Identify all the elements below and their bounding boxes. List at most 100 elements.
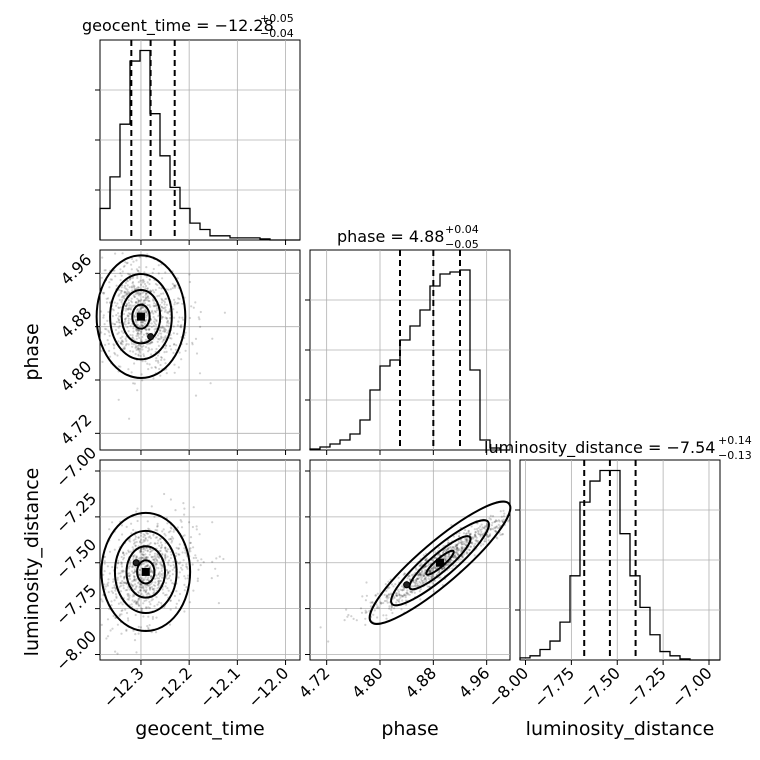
sample-point [199, 310, 202, 314]
sample-point [107, 329, 110, 332]
sample-point [462, 541, 465, 544]
sample-point [433, 579, 437, 582]
sample-point [100, 623, 103, 627]
sample-point [177, 301, 180, 305]
sample-point [369, 605, 372, 608]
sample-point [395, 594, 398, 598]
sample-point [154, 581, 157, 584]
sample-point [156, 529, 159, 532]
sample-point [170, 541, 173, 544]
sample-point [161, 340, 164, 343]
sample-point [156, 524, 159, 528]
sample-point [140, 607, 143, 610]
sample-point [127, 301, 130, 304]
sample-point [137, 632, 140, 635]
sample-point [154, 536, 157, 539]
sample-point [165, 344, 168, 347]
sample-point [360, 611, 364, 614]
sample-point [134, 565, 137, 569]
sample-point [128, 278, 131, 281]
sample-point [137, 602, 140, 606]
sample-point [383, 599, 386, 603]
sample-point [133, 594, 136, 598]
sample-point [457, 553, 460, 557]
ylabel-phase: phase [21, 323, 43, 380]
sample-point [173, 298, 176, 301]
sample-point [113, 347, 116, 350]
sample-point [380, 602, 383, 605]
sample-point [189, 541, 192, 545]
sample-point [157, 264, 160, 267]
sample-point [141, 360, 144, 363]
sample-point [160, 301, 163, 304]
sample-point [216, 574, 219, 577]
sample-point [153, 589, 156, 592]
sample-point [152, 324, 155, 327]
sample-point [111, 521, 114, 524]
sample-point [163, 492, 166, 496]
sample-point [141, 553, 144, 556]
sample-point [111, 627, 114, 630]
sample-point [139, 279, 142, 282]
sample-point [163, 327, 166, 330]
sample-point [163, 358, 166, 361]
sample-point [152, 558, 155, 561]
sample-point [136, 308, 139, 311]
sample-point [438, 571, 441, 574]
sample-point [143, 556, 146, 559]
sample-point [127, 308, 130, 311]
sample-point [147, 626, 150, 630]
sample-point [484, 524, 487, 528]
sample-point [196, 579, 199, 583]
sample-point [150, 311, 153, 314]
sample-point [376, 592, 379, 595]
sample-point [183, 575, 186, 578]
sample-point [135, 556, 138, 559]
sample-point [149, 565, 152, 568]
sample-point [497, 519, 500, 522]
sample-point [141, 577, 144, 580]
sample-point [117, 317, 120, 320]
sample-point [146, 299, 149, 302]
sample-point [135, 291, 138, 294]
sample-point [150, 366, 153, 369]
sample-point [155, 304, 158, 307]
sample-point [431, 575, 434, 578]
sample-point [135, 600, 138, 604]
sample-point [143, 280, 146, 283]
sample-point [127, 321, 130, 324]
sample-point [460, 539, 463, 542]
sample-point [102, 314, 105, 317]
sample-point [135, 601, 138, 604]
sample-point [453, 553, 457, 556]
sample-point [176, 526, 179, 529]
sample-point [132, 571, 135, 575]
sample-point [131, 580, 134, 583]
sample-point [146, 532, 149, 535]
sample-point [162, 326, 165, 329]
sample-point [465, 544, 468, 547]
sample-point [153, 318, 156, 321]
sample-point [194, 337, 198, 340]
sample-point [411, 590, 414, 593]
sample-point [454, 543, 457, 546]
sample-point [161, 298, 164, 302]
sample-point [137, 291, 140, 294]
sample-point [417, 577, 420, 580]
sample-point [483, 540, 486, 543]
sample-point [192, 589, 195, 592]
sample-point [392, 595, 395, 598]
sample-point [123, 295, 126, 298]
sample-point [164, 546, 167, 549]
sample-point [118, 315, 121, 318]
sample-point [122, 331, 125, 335]
sample-point [160, 263, 163, 266]
sample-point [420, 576, 424, 579]
sample-point [137, 286, 140, 289]
sample-point [460, 545, 463, 548]
sample-point [161, 305, 164, 308]
sample-point [124, 309, 127, 312]
sample-point [134, 613, 137, 617]
sample-point [457, 549, 460, 552]
sample-point [142, 344, 145, 348]
